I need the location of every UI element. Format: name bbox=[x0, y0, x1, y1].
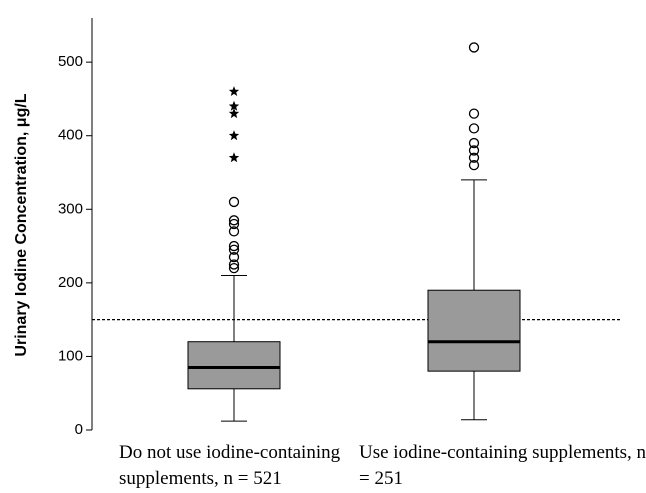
x-tick-label: Do not use iodine-containing supplements… bbox=[119, 442, 341, 489]
y-tick-label: 100 bbox=[58, 347, 83, 364]
extreme bbox=[228, 100, 240, 111]
y-tick-label: 400 bbox=[58, 127, 83, 144]
outlier bbox=[228, 244, 240, 255]
y-tick-label: 500 bbox=[58, 53, 83, 70]
outlier bbox=[468, 42, 480, 53]
extreme bbox=[228, 152, 240, 163]
outlier bbox=[228, 259, 240, 270]
outlier bbox=[468, 145, 480, 156]
outlier bbox=[468, 137, 480, 149]
outlier bbox=[468, 108, 480, 119]
outlier bbox=[228, 196, 240, 208]
outlier bbox=[468, 123, 480, 134]
box bbox=[187, 341, 281, 390]
outlier bbox=[228, 240, 240, 252]
y-tick-label: 0 bbox=[75, 421, 83, 438]
x-tick-label: Use iodine-containing supplements, n = 2… bbox=[359, 442, 646, 489]
box bbox=[427, 289, 521, 372]
y-tick-label: 300 bbox=[58, 200, 83, 217]
extreme bbox=[228, 108, 240, 119]
outlier bbox=[468, 159, 480, 171]
y-axis-label: Urinary Iodine Concentration, μg/L bbox=[13, 93, 30, 356]
extreme bbox=[228, 86, 240, 96]
outlier bbox=[468, 152, 480, 163]
outlier bbox=[228, 218, 240, 230]
outlier bbox=[228, 215, 240, 226]
y-tick-label: 200 bbox=[58, 274, 83, 291]
outlier bbox=[228, 226, 240, 237]
outlier bbox=[228, 251, 240, 263]
extreme bbox=[228, 130, 240, 141]
outlier bbox=[228, 262, 240, 274]
